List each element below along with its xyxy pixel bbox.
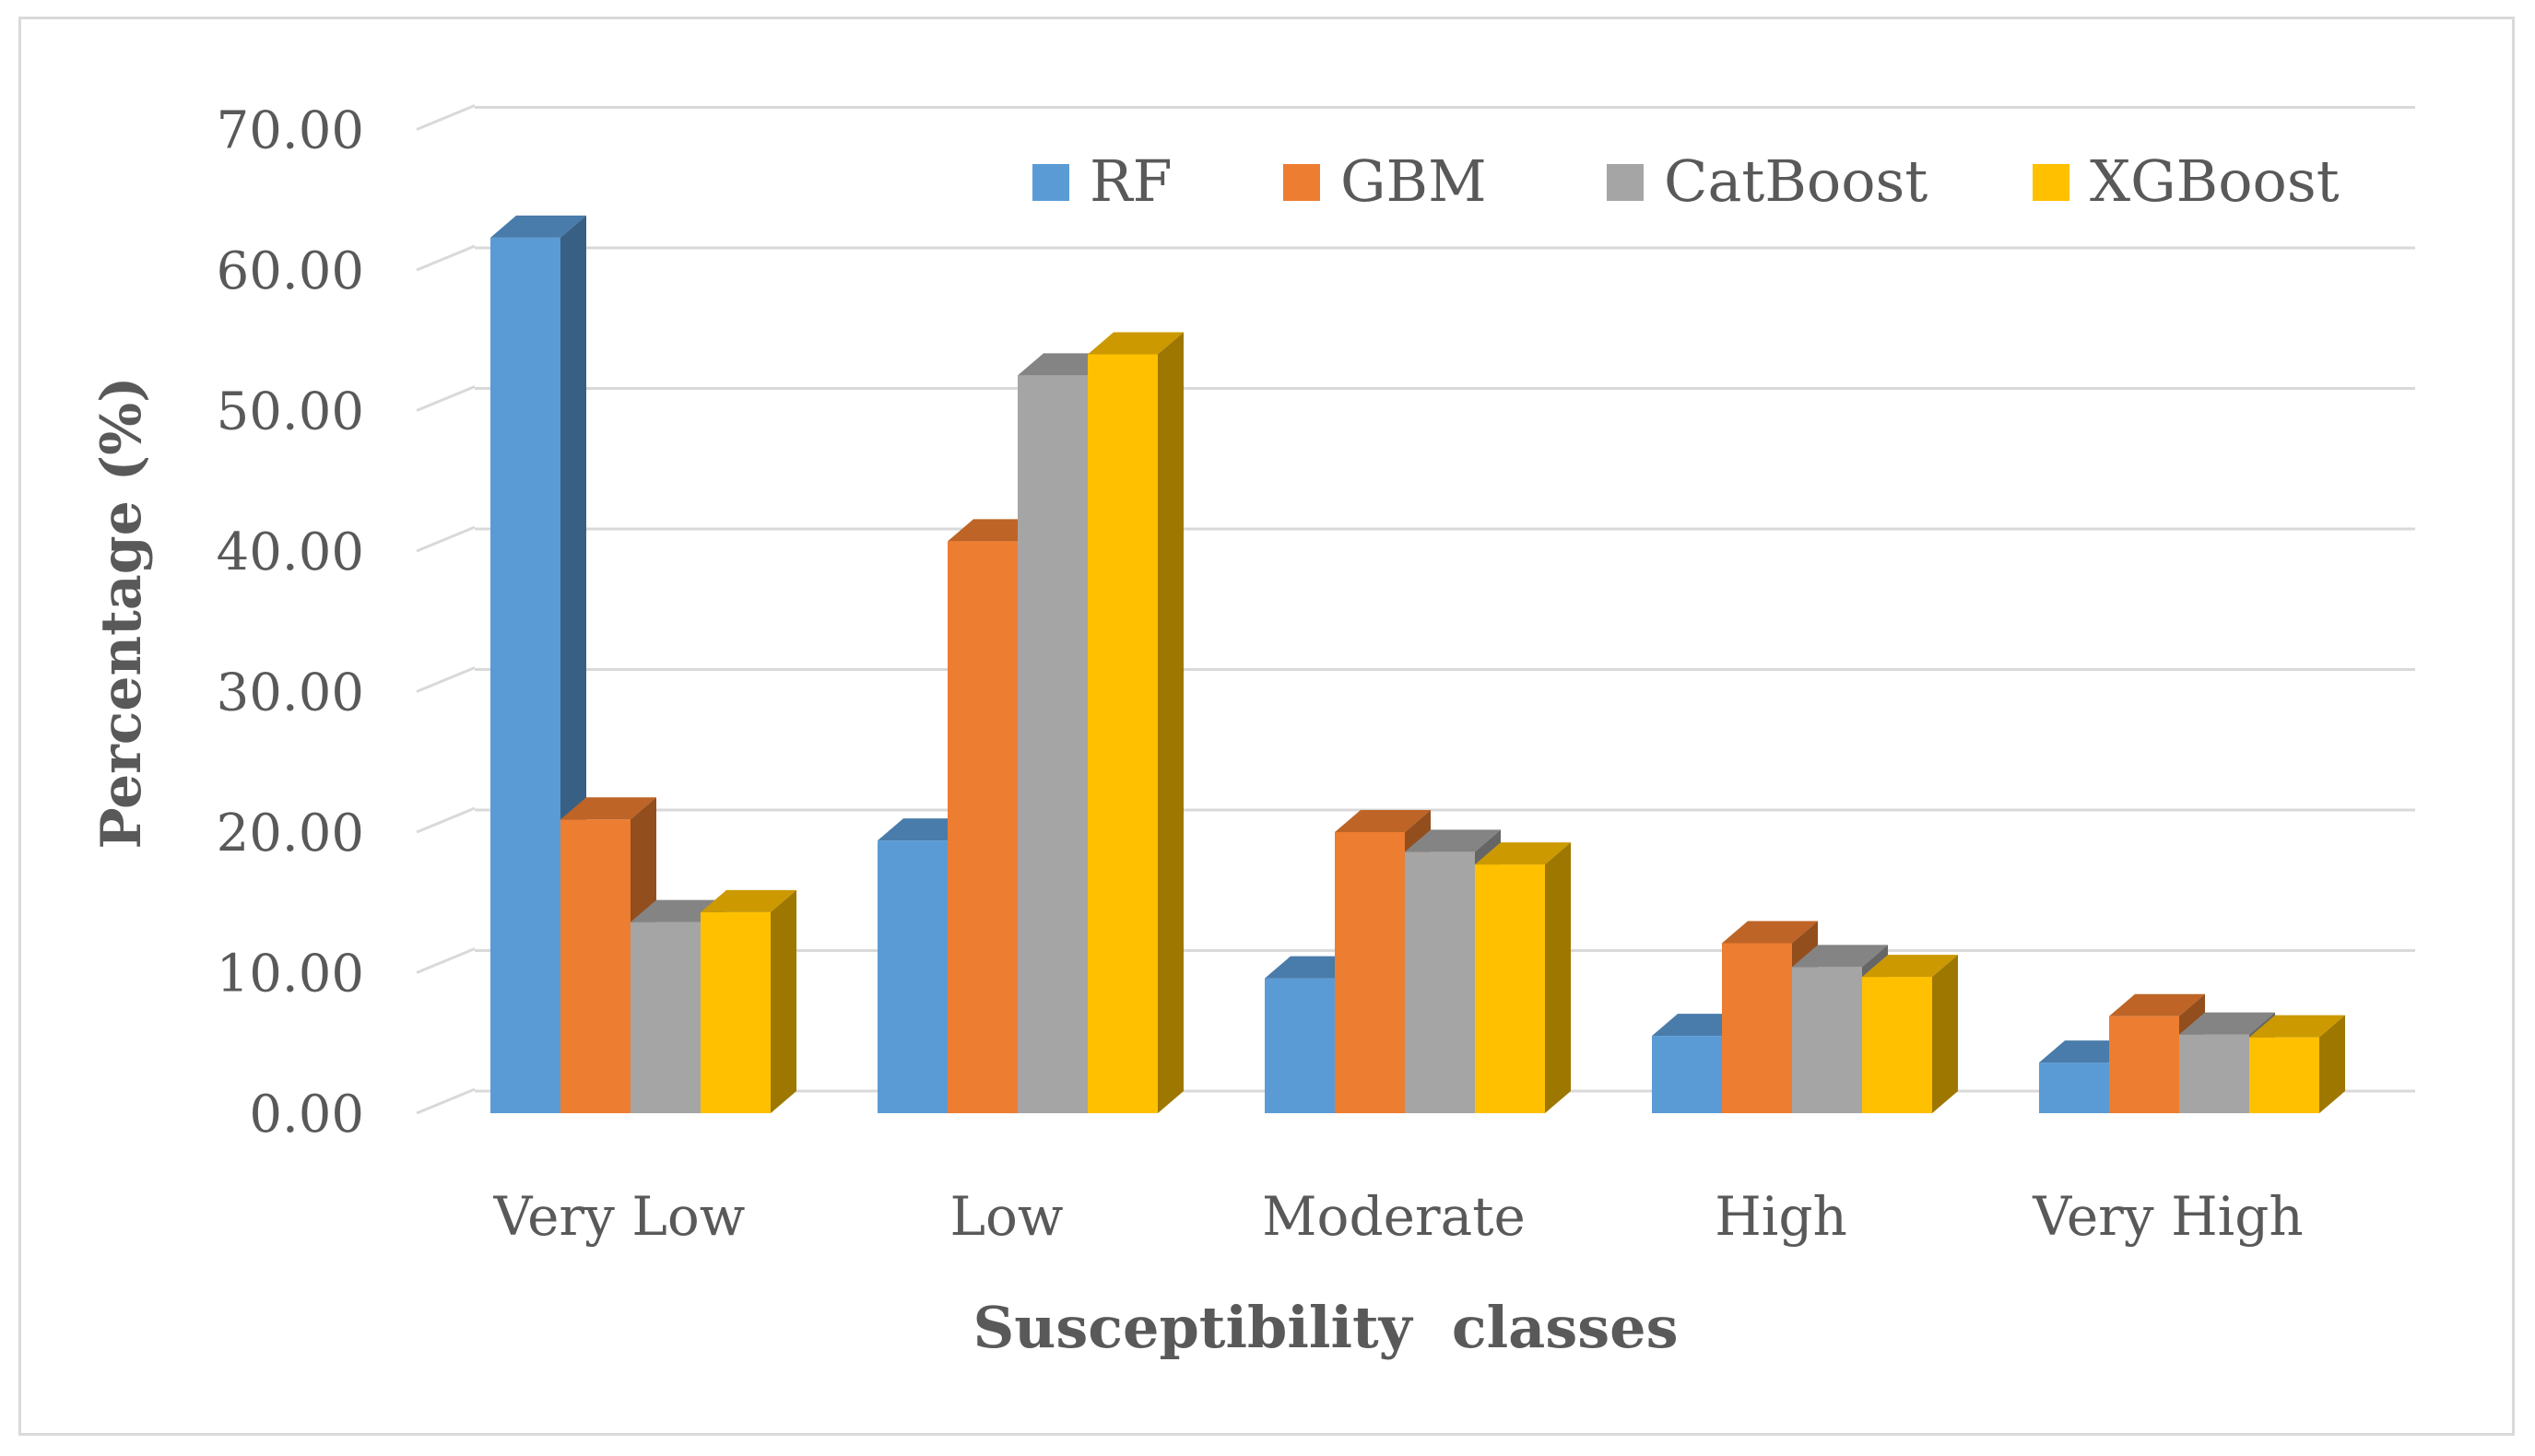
gridline-side [416, 947, 476, 974]
y-tick-label: 50.00 [217, 382, 364, 442]
x-tick-label: Very High [2032, 1185, 2303, 1248]
legend: RF GBM CatBoost XGBoost [1032, 147, 2340, 215]
chart-frame [18, 17, 2515, 1436]
legend-item-catboost: CatBoost [1607, 147, 1928, 215]
x-tick-label: High [1715, 1185, 1847, 1248]
bar-xgboost-high [1862, 955, 1958, 1113]
legend-item-gbm: GBM [1283, 147, 1487, 215]
bar-xgboost-very-low [701, 889, 796, 1113]
legend-swatch [2033, 164, 2069, 201]
legend-item-rf: RF [1032, 147, 1173, 215]
y-tick-label: 40.00 [217, 523, 364, 582]
x-tick-label: Moderate [1262, 1185, 1526, 1248]
gridline-side [416, 244, 476, 272]
y-axis-label: Percentage (%) [89, 376, 154, 849]
gridline-side [416, 1087, 476, 1115]
legend-swatch [1607, 164, 1644, 201]
gridline-side [416, 806, 476, 834]
bar-xgboost-very-high [2249, 1015, 2345, 1113]
y-axis-ticks: 0.00 10.00 20.00 30.00 40.00 50.00 60.00 70.00 [217, 101, 364, 1145]
bars [490, 215, 2345, 1114]
y-tick-label: 60.00 [217, 241, 364, 301]
x-axis-label: Susceptibility classes [973, 1294, 1679, 1361]
legend-swatch [1283, 164, 1320, 201]
x-tick-label: Low [949, 1185, 1063, 1248]
gridline-side [416, 104, 476, 131]
x-tick-label: Very Low [493, 1185, 746, 1248]
bar-xgboost-moderate [1475, 842, 1571, 1113]
legend-label: CatBoost [1664, 147, 1928, 215]
legend-item-xgboost: XGBoost [2033, 147, 2340, 215]
gridline-side [416, 666, 476, 693]
y-tick-label: 20.00 [217, 804, 364, 863]
y-tick-label: 70.00 [217, 101, 364, 161]
gridline-side [416, 385, 476, 412]
y-tick-label: 0.00 [249, 1085, 364, 1145]
legend-swatch [1032, 164, 1069, 201]
x-axis-ticks: Very Low Low Moderate High Very High [493, 1185, 2304, 1248]
legend-label: XGBoost [2090, 147, 2340, 215]
bar-xgboost-low [1088, 332, 1184, 1113]
legend-label: RF [1090, 147, 1173, 215]
gridline-side [416, 525, 476, 553]
legend-label: GBM [1340, 147, 1487, 215]
y-tick-label: 30.00 [217, 663, 364, 723]
y-tick-label: 10.00 [217, 945, 364, 1004]
